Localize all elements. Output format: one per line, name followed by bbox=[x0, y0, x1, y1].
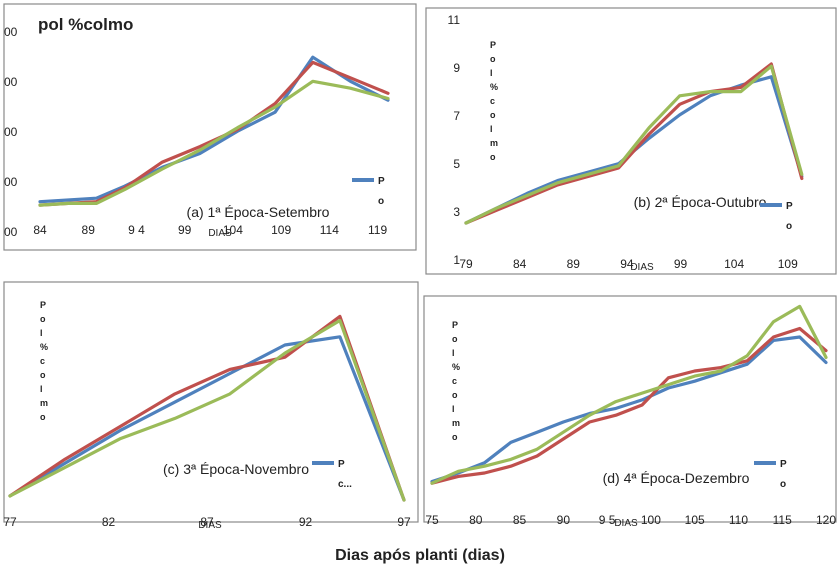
panel-a-x-tick: 9 4 bbox=[128, 223, 145, 237]
panel-a-x-tick: 104 bbox=[223, 223, 243, 237]
panel-c-title: (c) 3ª Época-Novembro bbox=[163, 461, 309, 477]
panel-d-series-blue bbox=[430, 335, 828, 484]
panel-b-y-tick: 3 bbox=[453, 205, 460, 219]
panel-b-x-tick: 99 bbox=[674, 257, 688, 271]
panel-b-title: (b) 2ª Época-Outubro bbox=[634, 194, 767, 210]
panel-c-series-green bbox=[8, 318, 406, 502]
panel-a-y-tick: 00 bbox=[4, 175, 18, 189]
panel-d-x-tick: 120 bbox=[816, 513, 836, 527]
panel-c-x-tick: 92 bbox=[299, 515, 313, 529]
panel-b-x-tick: 104 bbox=[724, 257, 744, 271]
panel-d-legend-entry: o bbox=[780, 479, 786, 490]
panel-a: 84 89 9 4 99 104 109 114 119 00 00 00 00 00 (a) 1ª Ép… bbox=[4, 25, 390, 239]
panel-a-legend-entry: o bbox=[378, 196, 384, 207]
panel-c-series-blue bbox=[8, 335, 406, 502]
panel-a-x-tick: 99 bbox=[178, 223, 192, 237]
panel-a-x-axis-label: DIAS bbox=[208, 228, 232, 239]
figure-top-label: pol %colmo bbox=[38, 15, 133, 34]
panel-a-x-tick: 109 bbox=[271, 223, 291, 237]
panel-a-x-tick: 84 bbox=[33, 223, 47, 237]
panel-b-series-red bbox=[464, 62, 804, 225]
panel-c: 77 82 87 92 97 P o l% c o l m o (c) 3ª Época-Novembro… bbox=[3, 300, 411, 531]
panel-b-y-tick: 1 bbox=[453, 253, 460, 267]
panel-a-x-tick: 114 bbox=[320, 223, 339, 237]
panel-a-x-tick: 119 bbox=[368, 223, 387, 237]
panel-b-legend-entry: P bbox=[786, 201, 793, 212]
panel-c-legend-entry: c... bbox=[338, 479, 352, 490]
panel-b-x-tick: 89 bbox=[567, 257, 581, 271]
panel-c-x-tick: 77 bbox=[3, 515, 17, 529]
panel-b-frame bbox=[425, 7, 837, 275]
panel-d-x-tick: 105 bbox=[685, 513, 705, 527]
panel-b-y-tick: 9 bbox=[453, 61, 460, 75]
panel-a-y-tick: 00 bbox=[4, 125, 18, 139]
panel-d-x-tick: 100 bbox=[641, 513, 661, 527]
panel-d-x-axis-label: DIAS bbox=[614, 518, 638, 529]
panel-c-x-tick: 97 bbox=[397, 515, 411, 529]
panel-c-x-axis-label: DIAS bbox=[198, 520, 222, 531]
panel-c-legend-entry: P bbox=[338, 459, 345, 470]
panel-d-x-tick: 80 bbox=[469, 513, 483, 527]
panel-b-legend-entry: o bbox=[786, 221, 792, 232]
panel-a-series-green bbox=[38, 79, 390, 207]
panel-a-y-tick: 00 bbox=[4, 25, 18, 39]
panel-d-x-tick: 110 bbox=[729, 513, 748, 527]
panel-d-x-tick: 90 bbox=[557, 513, 571, 527]
panel-b-x-tick: 94 bbox=[620, 257, 634, 271]
panel-b-x-axis-label: DIAS bbox=[630, 262, 654, 273]
panel-b-y-tick: 11 bbox=[448, 13, 461, 27]
panel-b-y-tick: 5 bbox=[453, 157, 460, 171]
panel-c-series-red bbox=[8, 314, 406, 502]
panel-b-x-tick: 109 bbox=[778, 257, 798, 271]
figure-x-axis-label: Dias após planti (dias) bbox=[335, 547, 505, 564]
panel-d-x-tick: 85 bbox=[513, 513, 527, 527]
panel-a-legend-entry: P bbox=[378, 176, 385, 187]
panel-d-x-tick: 9 5 bbox=[599, 513, 616, 527]
panel-a-series-blue bbox=[38, 55, 390, 204]
panel-d-series-red bbox=[430, 326, 828, 485]
panel-b-x-tick: 84 bbox=[513, 257, 527, 271]
panel-d-title: (d) 4ª Época-Dezembro bbox=[603, 470, 750, 486]
panel-b-x-tick: 79 bbox=[459, 257, 473, 271]
panel-d: 75 80 85 90 9 5 100 105 110 115 120 P o l% c o l m o (d) 4… bbox=[425, 304, 836, 529]
panel-b-series-green bbox=[464, 64, 804, 225]
panel-b-y-tick: 7 bbox=[453, 109, 460, 123]
panel-d-x-tick: 115 bbox=[773, 513, 792, 527]
panel-c-x-tick: 82 bbox=[102, 515, 116, 529]
panel-a-x-tick: 89 bbox=[82, 223, 96, 237]
panel-d-legend-entry: P bbox=[780, 459, 787, 470]
panel-a-frame bbox=[3, 3, 417, 251]
panel-d-series-green bbox=[430, 304, 828, 485]
panel-a-y-tick: 00 bbox=[4, 225, 18, 239]
panel-a-title: (a) 1ª Época-Setembro bbox=[187, 204, 330, 220]
panel-d-x-tick: 75 bbox=[425, 513, 439, 527]
panel-a-y-tick: 00 bbox=[4, 75, 18, 89]
panel-c-x-tick: 87 bbox=[200, 515, 214, 529]
